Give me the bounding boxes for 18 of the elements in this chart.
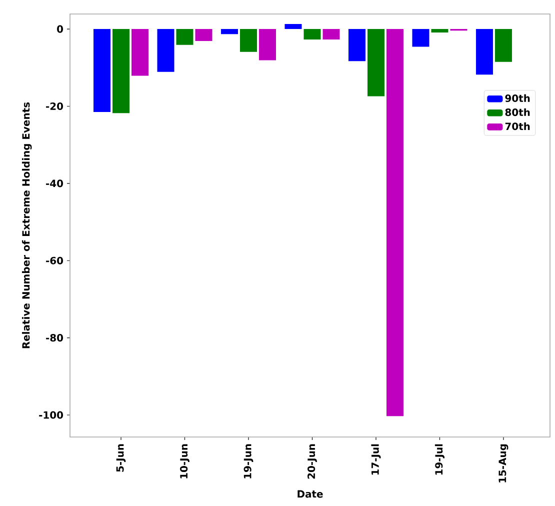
- x-tick-label: 17-Jul: [371, 444, 381, 475]
- y-tick-label: -60: [46, 256, 64, 264]
- x-tick-label: 20-Jun: [308, 444, 317, 479]
- x-tick-label: 10-Jun: [180, 444, 190, 478]
- y-tick-label: -100: [39, 411, 64, 419]
- legend-label: 90th: [505, 94, 530, 102]
- y-tick-label: -40: [46, 180, 64, 188]
- y-axis-title: Relative Number of Extreme Holding Events: [22, 102, 32, 348]
- y-tick-label: -20: [46, 102, 64, 110]
- x-tick-label: 19-Jun: [244, 444, 254, 478]
- legend-label: 70th: [505, 122, 530, 130]
- x-tick-label: 15-Aug: [498, 444, 508, 482]
- y-tick-label: -80: [46, 334, 64, 342]
- x-tick-label: 5-Jun: [116, 444, 126, 472]
- legend-label: 80th: [505, 108, 530, 116]
- x-axis-title: Date: [298, 490, 323, 498]
- x-tick-label: 19-Jul: [434, 444, 445, 475]
- y-tick-label: 0: [57, 25, 63, 33]
